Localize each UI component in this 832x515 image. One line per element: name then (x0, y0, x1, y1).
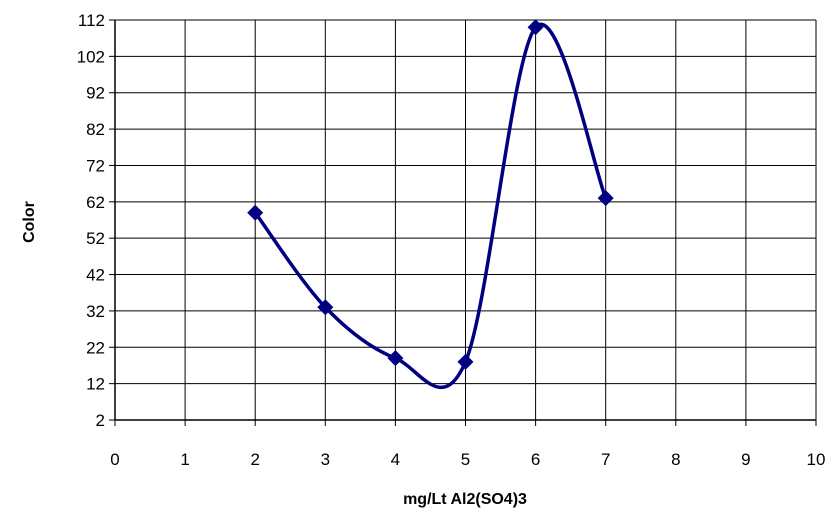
x-tick-label: 4 (391, 450, 400, 469)
x-tick-label: 0 (110, 450, 119, 469)
x-tick-label: 7 (601, 450, 610, 469)
y-tick-label: 12 (86, 375, 105, 394)
y-tick-labels: 2 12 22 32 42 52 62 72 82 92 102 112 (77, 11, 105, 430)
data-series (247, 19, 614, 387)
y-tick-label: 32 (86, 302, 105, 321)
y-tick-label: 72 (86, 156, 105, 175)
y-tick-label: 52 (86, 229, 105, 248)
y-tick-label: 2 (96, 411, 105, 430)
y-tick-label: 112 (78, 11, 105, 30)
data-point-marker (387, 350, 403, 366)
x-tick-label: 9 (741, 450, 750, 469)
data-point-marker (458, 354, 474, 370)
x-tick-label: 10 (807, 450, 826, 469)
y-tick-label: 62 (86, 193, 105, 212)
y-tick-label: 22 (86, 338, 105, 357)
x-tick-label: 2 (250, 450, 259, 469)
y-tick-label: 92 (86, 84, 105, 103)
x-tick-label: 6 (531, 450, 540, 469)
y-axis-title: Color (21, 201, 38, 243)
x-tick-labels: 0 1 2 3 4 5 6 7 8 9 10 (110, 450, 825, 469)
x-tick-label: 1 (180, 450, 189, 469)
y-tick-label: 82 (86, 120, 105, 139)
x-tick-label: 8 (671, 450, 680, 469)
x-tick-label: 3 (321, 450, 330, 469)
y-tick-label: 102 (77, 47, 105, 66)
x-tick-label: 5 (461, 450, 470, 469)
data-point-marker (598, 190, 614, 206)
data-point-marker (528, 19, 544, 35)
x-axis-title: mg/Lt Al2(SO4)3 (403, 491, 527, 508)
y-tick-label: 42 (86, 266, 105, 285)
series-line (255, 24, 606, 387)
